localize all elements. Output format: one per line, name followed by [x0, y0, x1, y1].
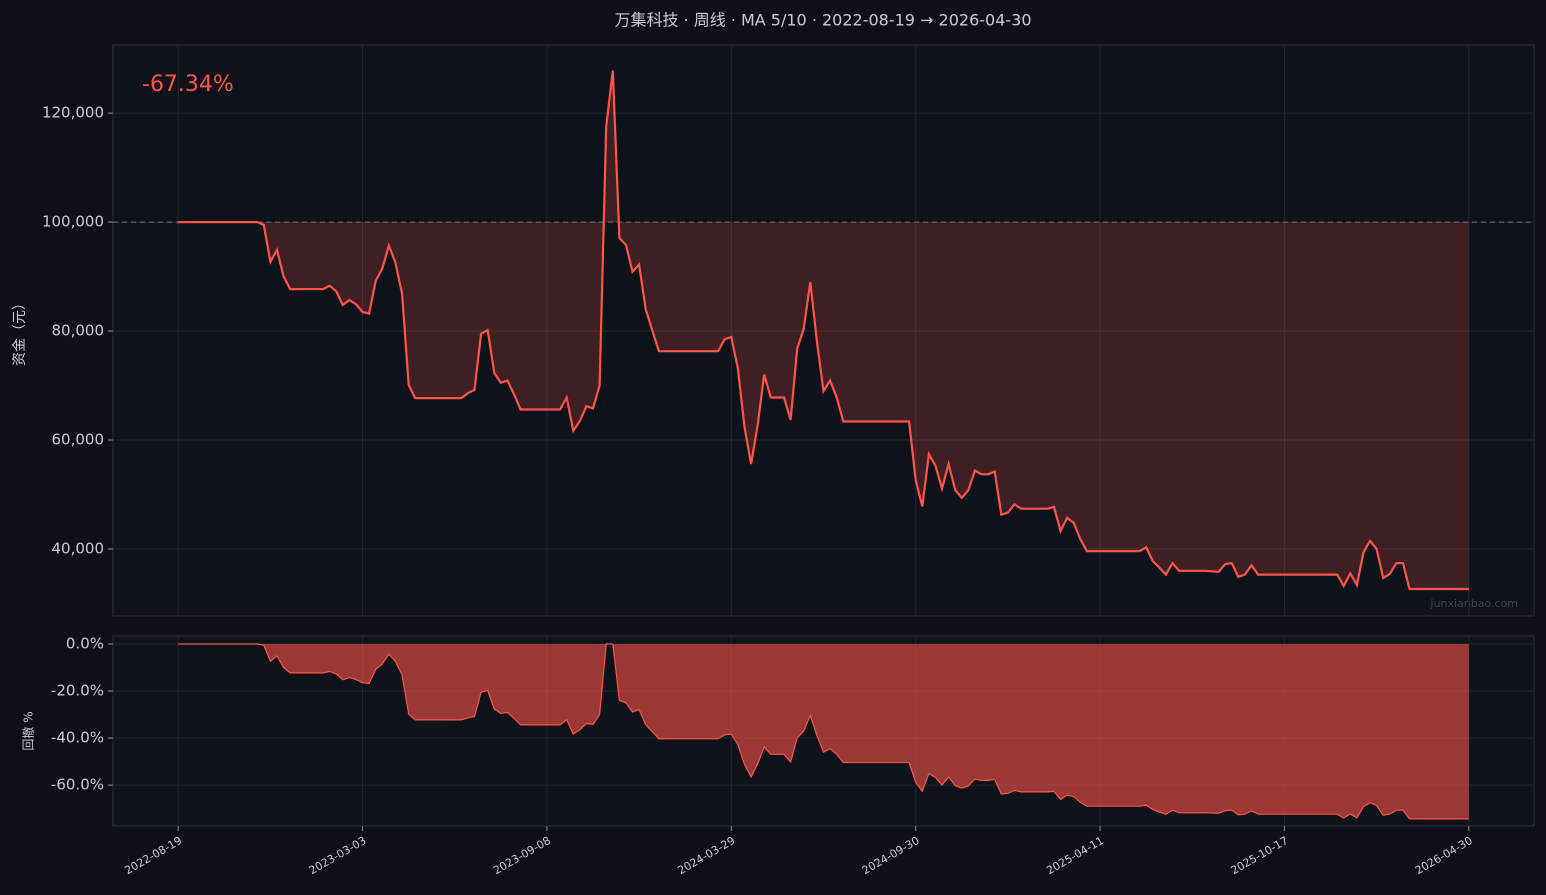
y-tick-label: 100,000	[42, 213, 104, 231]
chart-title: 万集科技 · 周线 · MA 5/10 · 2022-08-19 → 2026-…	[614, 11, 1031, 30]
y-tick-label: 0.0%	[66, 634, 104, 652]
drawdown-area	[178, 643, 1469, 819]
y-tick-label: 60,000	[52, 431, 105, 449]
y-axis-label: 回撤 %	[21, 711, 36, 750]
y-tick-label: -20.0%	[51, 682, 104, 700]
y-tick-label: -40.0%	[51, 729, 104, 747]
y-tick-label: 80,000	[52, 322, 105, 340]
y-tick-label: 120,000	[42, 104, 104, 122]
watermark: junxianbao.com	[1429, 597, 1518, 610]
equity-panel	[112, 44, 1535, 617]
y-tick-label: -60.0%	[51, 776, 104, 794]
y-tick-label: 40,000	[52, 539, 105, 557]
drawdown-line	[178, 643, 1469, 820]
y-axis-label: 资金（元）	[12, 296, 28, 366]
equity-line	[178, 70, 1469, 591]
return-annotation: -67.34%	[142, 72, 234, 97]
fill-area	[178, 70, 1469, 590]
